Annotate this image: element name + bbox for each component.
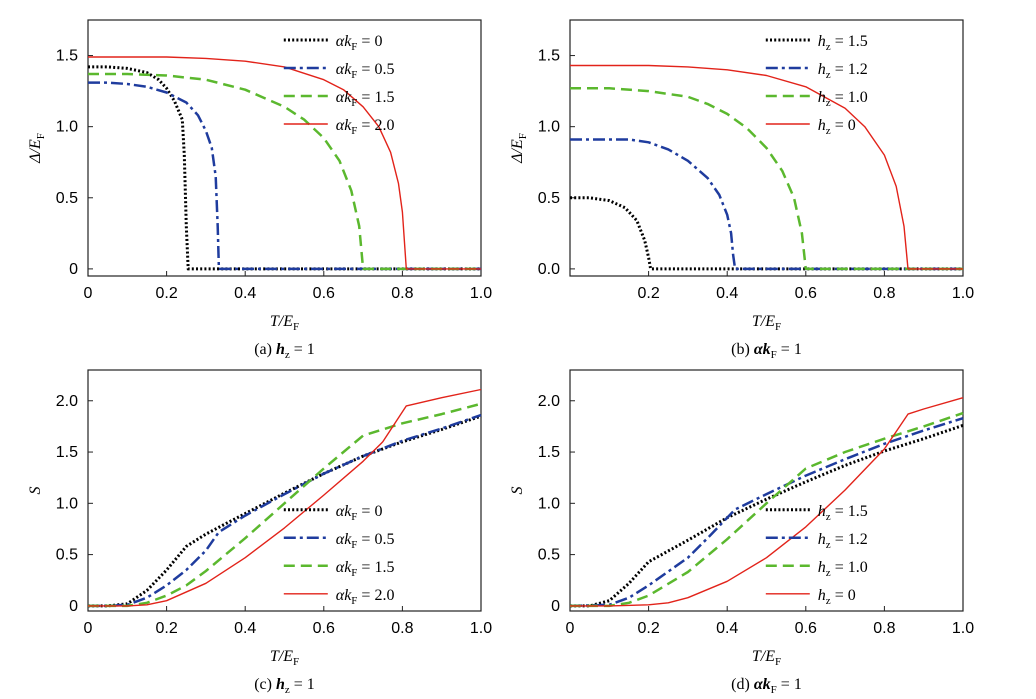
legend-entry: αkF = 1.5 xyxy=(336,559,395,579)
x-axis-label: T/EF xyxy=(752,648,781,668)
x-tick-label: 0.6 xyxy=(313,285,335,302)
series-line-0 xyxy=(570,196,963,271)
panel-d: 0 0.2 0.4 0.6 0.8 1.0 0 0.5 1.0 1.5 2.0 T/EF S (d) αk… xyxy=(509,369,974,696)
x-tick-label: 0.8 xyxy=(873,285,895,302)
x-tick-label: 1.0 xyxy=(470,285,492,302)
x-tick-label: 0.4 xyxy=(234,620,256,637)
x-tick-label: 0.6 xyxy=(795,620,817,637)
x-tick-label: 0.2 xyxy=(155,620,177,637)
series-line-2 xyxy=(88,402,482,608)
panel-caption: (a) hz = 1 xyxy=(254,341,315,361)
x-axis-label: T/EF xyxy=(752,313,781,333)
x-tick-label: 0.6 xyxy=(313,620,335,637)
series-line-3 xyxy=(570,397,964,607)
x-tick-label: 0 xyxy=(84,285,93,302)
legend-entry: αkF = 2.0 xyxy=(336,587,395,607)
series-line-1 xyxy=(88,81,481,271)
y-tick-label: 0 xyxy=(69,261,78,278)
legend-entry: hz = 1.2 xyxy=(818,531,868,551)
legend-entry: hz = 1.5 xyxy=(818,33,868,53)
y-axis-label: S xyxy=(27,487,44,495)
x-tick-label: 0.2 xyxy=(637,285,659,302)
series-line-2 xyxy=(570,411,964,608)
series-line-2 xyxy=(570,87,963,271)
legend-entry: αkF = 0.5 xyxy=(336,61,395,81)
legend-entry: αkF = 0 xyxy=(336,33,383,53)
panel-caption: (d) αkF = 1 xyxy=(731,676,802,696)
panel-caption: (b) αkF = 1 xyxy=(731,341,802,361)
x-tick-label: 1.0 xyxy=(470,620,492,637)
y-tick-label: 1.0 xyxy=(56,495,78,512)
plot-frame xyxy=(569,369,964,612)
y-axis-label: Δ/EF xyxy=(509,133,529,164)
x-tick-label: 0 xyxy=(566,620,575,637)
y-tick-label: 0.5 xyxy=(56,547,78,564)
y-tick-label: 0.5 xyxy=(56,190,78,207)
legend-entry: hz = 0 xyxy=(818,117,856,137)
y-tick-label: 2.0 xyxy=(538,393,560,410)
legend-entry: hz = 1.0 xyxy=(818,89,868,109)
series-line-3 xyxy=(88,388,482,607)
y-axis-label: Δ/EF xyxy=(27,133,47,164)
y-tick-label: 1.5 xyxy=(56,48,78,65)
x-tick-label: 1.0 xyxy=(952,285,974,302)
legend-entry: αkF = 0 xyxy=(336,503,383,523)
y-tick-label: 1.5 xyxy=(538,444,560,461)
y-tick-label: 0.5 xyxy=(538,547,560,564)
y-tick-label: 2.0 xyxy=(56,393,78,410)
series-line-1 xyxy=(88,413,482,608)
series-line-1 xyxy=(570,138,963,271)
series-line-3 xyxy=(570,64,963,270)
legend-entry: αkF = 1.5 xyxy=(336,89,395,109)
legend-entry: αkF = 2.0 xyxy=(336,117,395,137)
panel-c: 0 0.2 0.4 0.6 0.8 1.0 0 0.5 1.0 1.5 2.0 T/EF S (c) hz… xyxy=(27,369,492,696)
x-axis-label: T/EF xyxy=(270,313,299,333)
y-tick-label: 0.5 xyxy=(538,190,560,207)
plot-frame xyxy=(569,19,964,277)
y-tick-label: 0 xyxy=(69,598,78,615)
x-tick-label: 0.8 xyxy=(391,285,413,302)
x-tick-label: 1.0 xyxy=(952,620,974,637)
x-tick-label: 0.8 xyxy=(873,620,895,637)
x-tick-label: 0 xyxy=(84,620,93,637)
series-line-2 xyxy=(88,72,481,271)
y-tick-label: 1.0 xyxy=(538,119,560,136)
plot-frame xyxy=(87,369,482,612)
x-axis-label: T/EF xyxy=(270,648,299,668)
legend-entry: hz = 1.0 xyxy=(818,559,868,579)
panel-caption: (c) hz = 1 xyxy=(254,676,315,696)
x-tick-label: 0.4 xyxy=(716,620,738,637)
y-tick-label: 1.5 xyxy=(538,48,560,65)
y-axis-label: S xyxy=(509,487,526,495)
x-tick-label: 0.4 xyxy=(716,285,738,302)
y-tick-label: 1.0 xyxy=(56,119,78,136)
x-tick-label: 0.8 xyxy=(391,620,413,637)
series-line-3 xyxy=(88,56,481,270)
panel-b: 0.2 0.4 0.6 0.8 1.0 0.0 0.5 1.0 1.5 T/EF Δ/EF (b) α… xyxy=(509,19,974,361)
series-line-0 xyxy=(570,423,964,608)
y-tick-label: 0 xyxy=(551,598,560,615)
legend-entry: hz = 1.5 xyxy=(818,503,868,523)
y-tick-label: 1.5 xyxy=(56,444,78,461)
y-tick-label: 1.0 xyxy=(538,495,560,512)
y-tick-label: 0.0 xyxy=(538,261,560,278)
x-tick-label: 0.6 xyxy=(795,285,817,302)
legend-entry: hz = 1.2 xyxy=(818,61,868,81)
plot-frame xyxy=(87,19,482,277)
x-tick-label: 0.2 xyxy=(155,285,177,302)
x-tick-label: 0.4 xyxy=(234,285,256,302)
panel-a: 0 0.2 0.4 0.6 0.8 1.0 0 0.5 1.0 1.5 T/EF Δ/EF (a) hz… xyxy=(27,19,492,361)
x-tick-label: 0.2 xyxy=(637,620,659,637)
legend-entry: αkF = 0.5 xyxy=(336,531,395,551)
series-line-1 xyxy=(569,417,964,608)
legend-entry: hz = 0 xyxy=(818,587,856,607)
